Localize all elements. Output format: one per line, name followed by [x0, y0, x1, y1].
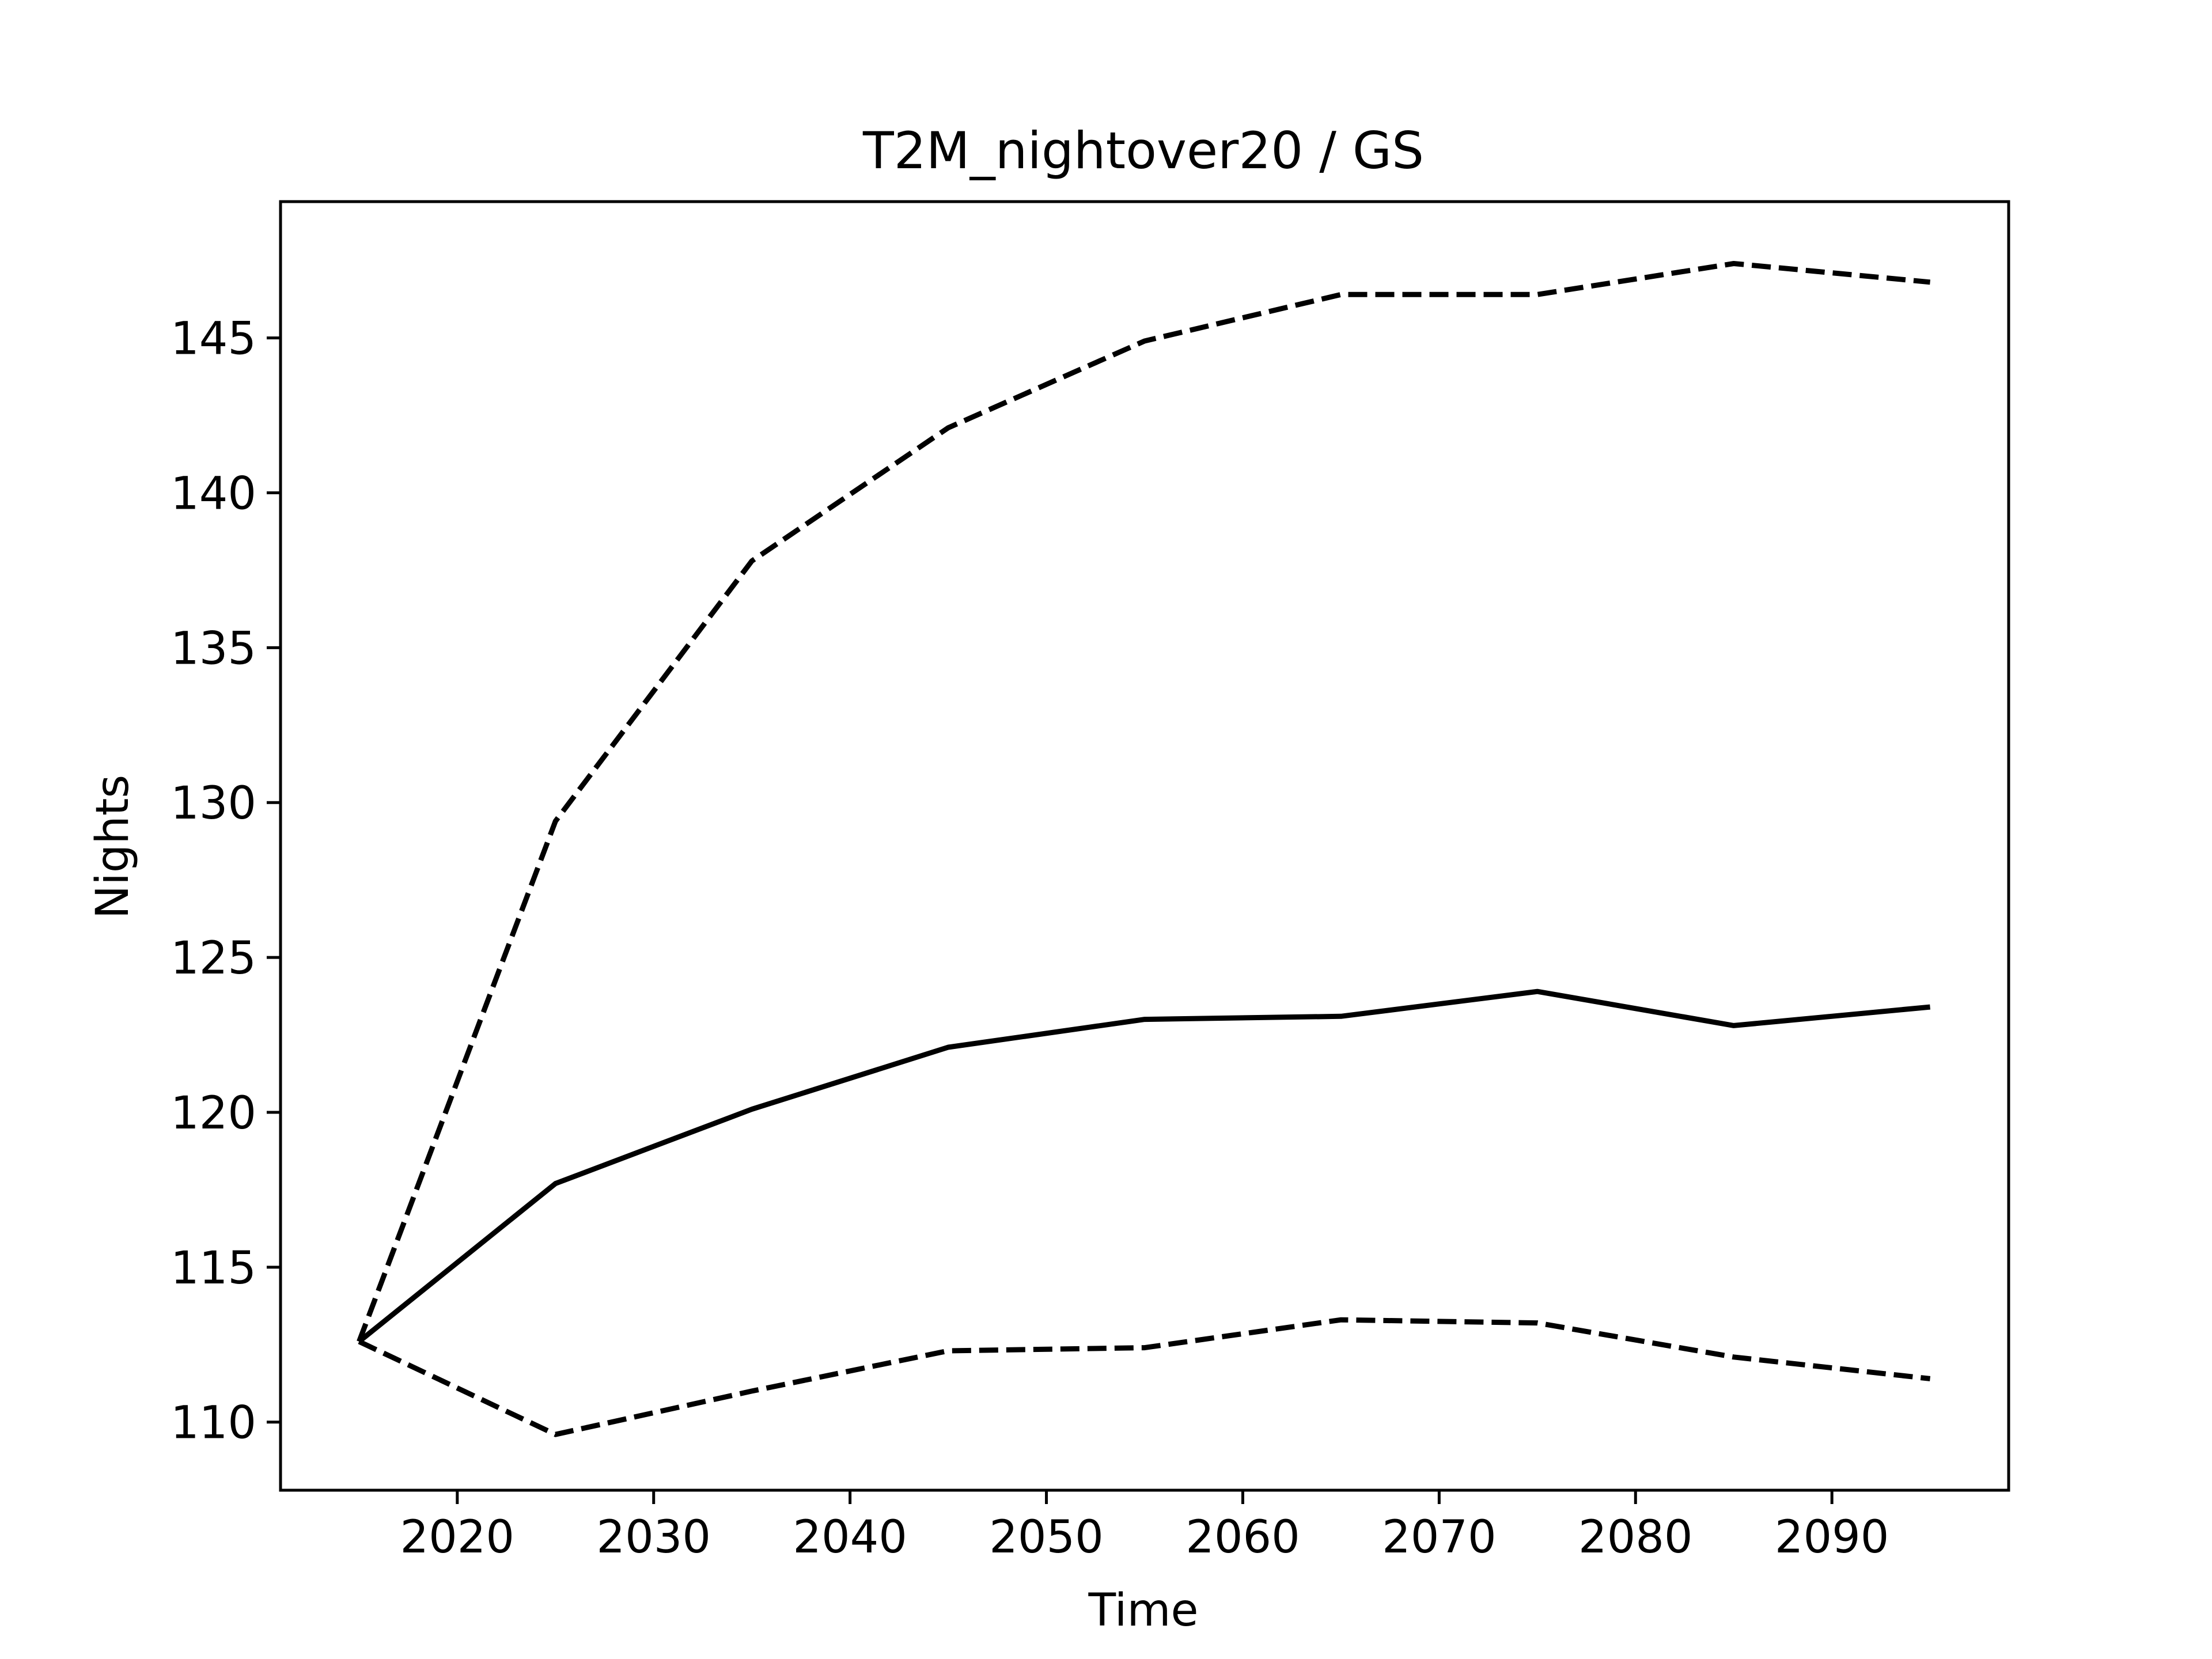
y-tick-label: 120	[171, 1088, 256, 1139]
x-tick-label: 2070	[1382, 1512, 1497, 1563]
lower-bound-line	[358, 1317, 1931, 1437]
y-tick-label: 130	[171, 778, 256, 830]
series-layer	[357, 261, 1931, 1437]
x-tick-label: 2040	[793, 1512, 907, 1563]
x-tick-label: 2060	[1185, 1512, 1300, 1563]
chart-title: T2M_nightover20 / GS	[862, 121, 1424, 180]
x-tick-label: 2020	[400, 1512, 515, 1563]
x-axis-label: Time	[1088, 1585, 1199, 1637]
y-axis-label: Nights	[87, 775, 139, 919]
y-axis-ticks: 110 115 120 125 130 135 140 145	[171, 313, 281, 1449]
y-tick-label: 145	[171, 313, 256, 365]
x-tick-label: 2050	[989, 1512, 1104, 1563]
axes-frame	[279, 200, 2010, 1492]
x-tick-label: 2090	[1775, 1512, 1889, 1563]
y-tick-label: 110	[171, 1397, 256, 1449]
x-tick-label: 2030	[596, 1512, 711, 1563]
y-tick-label: 115	[171, 1243, 256, 1294]
y-tick-label: 140	[171, 468, 256, 520]
y-tick-label: 135	[171, 623, 256, 675]
y-tick-label: 125	[171, 933, 256, 984]
upper-bound-line	[357, 261, 1931, 1343]
x-tick-label: 2080	[1578, 1512, 1693, 1563]
plot-area	[279, 200, 2010, 1492]
median-line	[357, 988, 1931, 1344]
x-axis-ticks: 2020 2030 2040 2050 2060 2070 2080 2090	[400, 1490, 1889, 1563]
